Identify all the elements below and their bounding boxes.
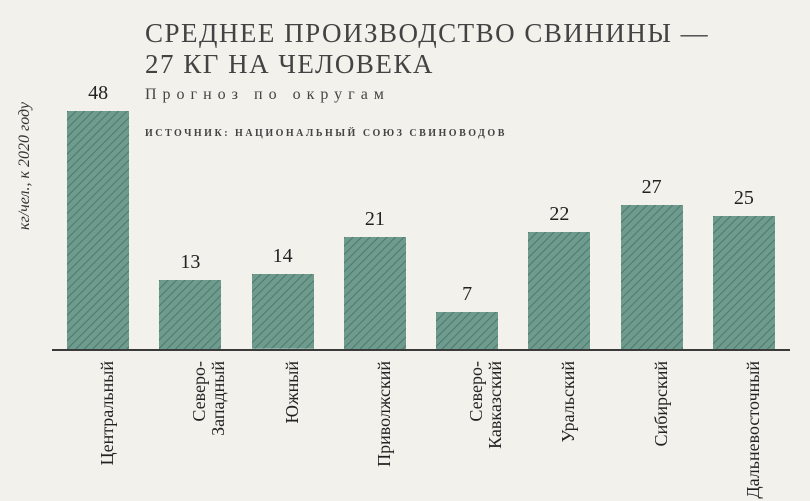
bar-column: 25 [698, 82, 790, 349]
bar-value-label: 48 [88, 82, 108, 105]
bar-column: 48 [52, 82, 144, 349]
x-label-column: Сибирский [606, 355, 698, 501]
x-axis-baseline [52, 349, 790, 351]
x-label-column: Дальневосточный [698, 355, 790, 501]
bar-value-label: 21 [365, 208, 385, 231]
x-label-column: Центральный [52, 355, 144, 501]
bar [436, 312, 498, 349]
bar-column: 22 [513, 82, 605, 349]
bar [344, 237, 406, 349]
bar-value-label: 13 [180, 251, 200, 274]
bar [67, 111, 129, 349]
plot-area: 48 13 14 21 7 22 27 25 [52, 82, 790, 351]
x-label-column: Северо- Кавказский [421, 355, 513, 501]
bar-column: 27 [606, 82, 698, 349]
chart-title: СРЕДНЕЕ ПРОИЗВОДСТВО СВИНИНЫ — 27 КГ НА … [145, 18, 780, 80]
x-label-column: Уральский [513, 355, 605, 501]
bar [159, 280, 221, 349]
bar-column: 21 [329, 82, 421, 349]
x-axis-label: Приволжский [375, 361, 394, 467]
x-axis-label: Центральный [98, 361, 117, 465]
bar [528, 232, 590, 349]
bar-value-label: 14 [273, 245, 293, 268]
bar-column: 14 [237, 82, 329, 349]
bar-column: 13 [144, 82, 236, 349]
bar-value-label: 27 [642, 176, 662, 199]
x-label-column: Северо- Западный [144, 355, 236, 501]
bar-column: 7 [421, 82, 513, 349]
bar-value-label: 25 [734, 187, 754, 210]
y-axis-label: кг/чел., к 2020 году [16, 102, 34, 230]
x-axis-label: Дальневосточный [744, 361, 763, 499]
x-label-column: Южный [237, 355, 329, 501]
bar [252, 274, 314, 349]
title-line-1: СРЕДНЕЕ ПРОИЗВОДСТВО СВИНИНЫ — [145, 18, 709, 48]
x-axis-label: Северо- Западный [190, 361, 228, 436]
bar-value-label: 22 [549, 203, 569, 226]
x-axis-label: Сибирский [652, 361, 671, 446]
x-axis-label: Северо- Кавказский [467, 361, 505, 449]
chart-container: кг/чел., к 2020 году СРЕДНЕЕ ПРОИЗВОДСТВ… [0, 0, 810, 501]
bar [713, 216, 775, 350]
bar [621, 205, 683, 349]
bars-row: 48 13 14 21 7 22 27 25 [52, 82, 790, 349]
x-labels-row: Центральный Северо- Западный Южный Приволжс… [52, 355, 790, 501]
title-line-2: 27 КГ НА ЧЕЛОВЕКА [145, 49, 434, 79]
x-label-column: Приволжский [329, 355, 421, 501]
bar-value-label: 7 [462, 283, 472, 306]
x-axis-label: Уральский [559, 361, 578, 443]
x-axis-label: Южный [283, 361, 302, 424]
